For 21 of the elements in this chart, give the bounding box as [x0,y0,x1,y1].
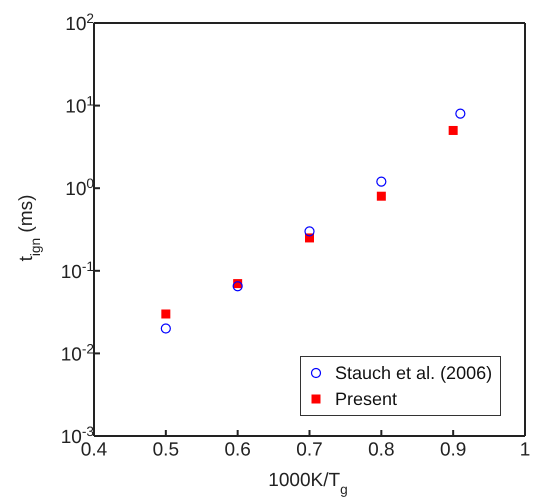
x-tick-label: 0.7 [296,439,323,460]
legend-label: Stauch et al. (2006) [335,362,492,385]
point [161,309,170,318]
x-axis-title: 1000K/T$_{g}$ [268,470,348,496]
x-tick-label: 0.5 [152,439,180,460]
y-tick-label: 10$^{2}$ [65,10,94,35]
y-tick-label: 10$^{-1}$ [60,258,94,283]
x-tick-label: 0.6 [224,439,251,460]
point [455,108,466,119]
point [448,126,458,135]
x-tick-label: 0.9 [440,439,466,460]
x-tick-label: 0.8 [368,439,395,460]
point [376,192,386,201]
point [304,226,315,236]
y-tick-label: 10$^{1}$ [65,93,94,118]
point [160,323,171,334]
y-tick-label: 10$^{-2}$ [60,340,94,366]
point [376,176,386,187]
x-tick-label: 1 [520,439,530,460]
legend-label: Present [335,388,398,411]
point [232,281,243,292]
